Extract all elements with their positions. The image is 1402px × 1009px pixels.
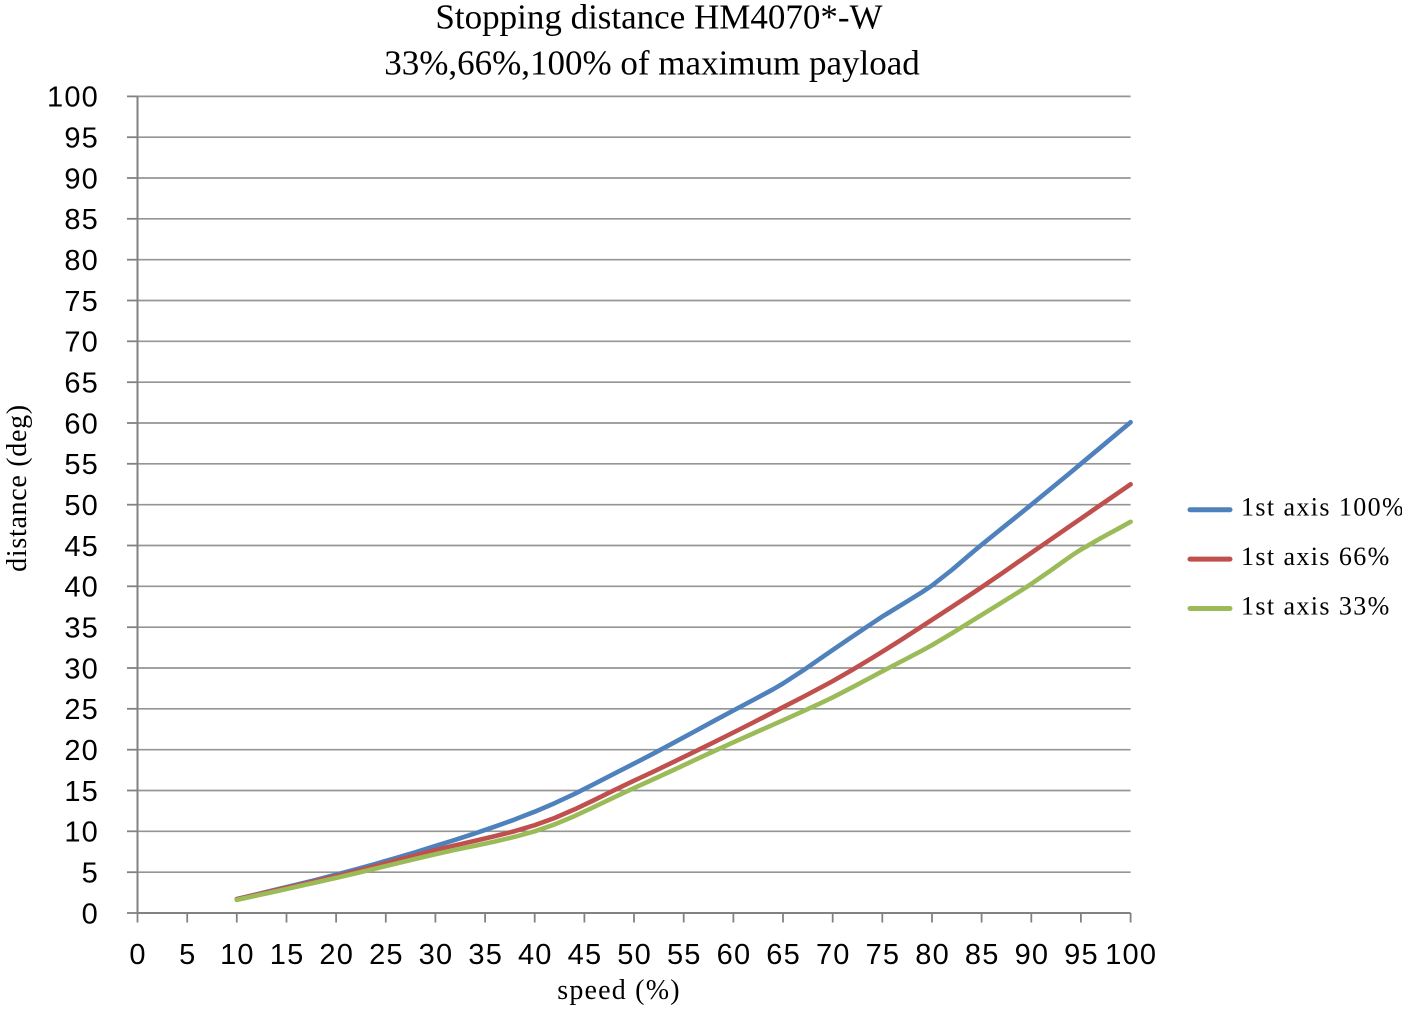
svg-text:15: 15 bbox=[64, 776, 99, 808]
svg-text:80: 80 bbox=[915, 939, 950, 971]
svg-text:95: 95 bbox=[1064, 939, 1099, 971]
svg-text:5: 5 bbox=[82, 858, 99, 890]
svg-text:distance (deg): distance (deg) bbox=[2, 404, 33, 572]
svg-text:60: 60 bbox=[64, 408, 99, 440]
svg-text:75: 75 bbox=[64, 286, 99, 318]
svg-text:10: 10 bbox=[220, 939, 255, 971]
svg-text:55: 55 bbox=[64, 449, 99, 481]
svg-text:60: 60 bbox=[717, 939, 752, 971]
svg-text:33%,66%,100% of maximum payloa: 33%,66%,100% of maximum payload bbox=[384, 44, 920, 83]
svg-text:45: 45 bbox=[64, 531, 99, 563]
svg-text:75: 75 bbox=[866, 939, 901, 971]
svg-text:30: 30 bbox=[419, 939, 454, 971]
svg-text:65: 65 bbox=[766, 939, 801, 971]
svg-text:0: 0 bbox=[82, 898, 99, 930]
svg-text:25: 25 bbox=[64, 694, 99, 726]
svg-text:1st axis 66%: 1st axis 66% bbox=[1241, 542, 1391, 571]
svg-text:85: 85 bbox=[64, 204, 99, 236]
svg-text:speed (%): speed (%) bbox=[557, 975, 681, 1006]
svg-text:95: 95 bbox=[64, 123, 99, 155]
svg-text:20: 20 bbox=[64, 735, 99, 767]
svg-text:15: 15 bbox=[270, 939, 305, 971]
svg-text:55: 55 bbox=[667, 939, 702, 971]
svg-text:70: 70 bbox=[816, 939, 851, 971]
svg-text:70: 70 bbox=[64, 327, 99, 359]
svg-text:35: 35 bbox=[64, 613, 99, 645]
svg-text:50: 50 bbox=[64, 490, 99, 522]
svg-text:30: 30 bbox=[64, 653, 99, 685]
svg-text:Stopping distance HM4070*-W: Stopping distance HM4070*-W bbox=[435, 0, 882, 37]
svg-text:25: 25 bbox=[369, 939, 404, 971]
svg-text:20: 20 bbox=[319, 939, 354, 971]
svg-text:10: 10 bbox=[64, 817, 99, 849]
svg-text:0: 0 bbox=[129, 939, 146, 971]
svg-text:1st axis 100%: 1st axis 100% bbox=[1241, 493, 1402, 522]
svg-text:100: 100 bbox=[1105, 939, 1157, 971]
svg-text:85: 85 bbox=[965, 939, 1000, 971]
svg-text:90: 90 bbox=[64, 163, 99, 195]
svg-text:1st axis 33%: 1st axis 33% bbox=[1241, 591, 1391, 620]
svg-text:90: 90 bbox=[1015, 939, 1050, 971]
svg-text:35: 35 bbox=[468, 939, 503, 971]
svg-text:65: 65 bbox=[64, 368, 99, 400]
svg-text:100: 100 bbox=[47, 82, 99, 114]
svg-text:40: 40 bbox=[518, 939, 553, 971]
svg-text:40: 40 bbox=[64, 572, 99, 604]
svg-text:45: 45 bbox=[568, 939, 603, 971]
svg-text:5: 5 bbox=[179, 939, 196, 971]
svg-text:50: 50 bbox=[617, 939, 652, 971]
svg-text:80: 80 bbox=[64, 245, 99, 277]
